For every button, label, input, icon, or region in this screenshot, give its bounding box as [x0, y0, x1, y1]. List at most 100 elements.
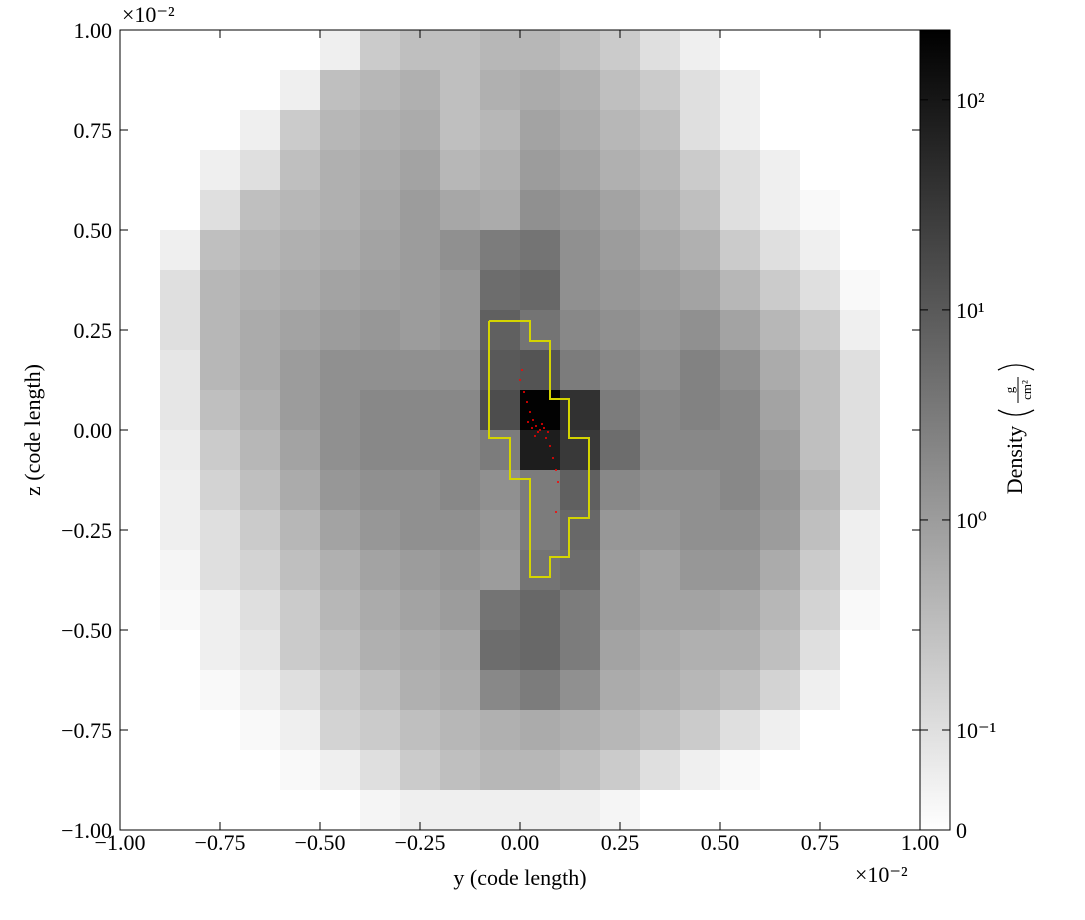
cell — [120, 390, 161, 431]
cell — [600, 510, 641, 551]
cell — [520, 150, 561, 191]
cell — [120, 670, 161, 711]
cell — [720, 350, 761, 391]
cell — [520, 350, 561, 391]
cell — [400, 270, 441, 311]
cell — [680, 550, 721, 591]
cell — [880, 630, 921, 671]
cell — [840, 550, 881, 591]
cell — [760, 430, 801, 471]
cell — [200, 230, 241, 271]
cell — [680, 430, 721, 471]
cell — [240, 430, 281, 471]
heatmap — [120, 30, 921, 831]
cell — [600, 590, 641, 631]
cell — [800, 110, 841, 151]
cell — [560, 30, 601, 71]
cell — [440, 230, 481, 271]
cell — [760, 670, 801, 711]
cell — [160, 350, 201, 391]
y-tick-label: 0.25 — [74, 318, 113, 343]
cell — [400, 190, 441, 231]
cell — [440, 270, 481, 311]
cell — [600, 270, 641, 311]
cell — [400, 510, 441, 551]
cell — [520, 670, 561, 711]
cell — [320, 390, 361, 431]
cell — [600, 150, 641, 191]
cell — [160, 550, 201, 591]
cell — [240, 310, 281, 351]
cell — [160, 310, 201, 351]
cell — [640, 190, 681, 231]
cell — [320, 430, 361, 471]
cell — [360, 550, 401, 591]
cell — [480, 790, 521, 831]
cell — [680, 750, 721, 791]
cell — [720, 30, 761, 71]
cell — [560, 670, 601, 711]
cell — [320, 350, 361, 391]
cell — [280, 390, 321, 431]
cell — [880, 270, 921, 311]
cell — [880, 790, 921, 831]
cell — [240, 510, 281, 551]
cell — [480, 110, 521, 151]
cell — [760, 270, 801, 311]
cell — [680, 510, 721, 551]
cell — [800, 630, 841, 671]
cell — [120, 350, 161, 391]
cell — [640, 590, 681, 631]
cell — [200, 110, 241, 151]
cell — [520, 110, 561, 151]
cell — [760, 470, 801, 511]
cell — [280, 550, 321, 591]
cell — [440, 150, 481, 191]
cell — [120, 750, 161, 791]
cell — [440, 110, 481, 151]
cell — [280, 110, 321, 151]
paren — [997, 364, 1035, 371]
cell — [880, 430, 921, 471]
cell — [200, 670, 241, 711]
cell — [200, 350, 241, 391]
cell — [240, 110, 281, 151]
cell — [720, 670, 761, 711]
cell — [840, 470, 881, 511]
cell — [760, 550, 801, 591]
x-tick-label: −0.50 — [295, 830, 346, 855]
cell — [760, 750, 801, 791]
cell — [880, 230, 921, 271]
cell — [560, 470, 601, 511]
cell — [560, 230, 601, 271]
colorbar-tick-label: 10⁰ — [956, 508, 987, 533]
cell — [600, 470, 641, 511]
cell — [720, 630, 761, 671]
cell — [560, 190, 601, 231]
y-tick-label: −0.50 — [61, 618, 112, 643]
cell — [520, 790, 561, 831]
cell — [520, 390, 561, 431]
cell — [560, 710, 601, 751]
cell — [840, 70, 881, 111]
cell — [600, 710, 641, 751]
cell — [720, 790, 761, 831]
cell — [840, 390, 881, 431]
cell — [800, 230, 841, 271]
cell — [440, 670, 481, 711]
cell — [640, 390, 681, 431]
cell — [200, 630, 241, 671]
cell — [480, 670, 521, 711]
cell — [320, 710, 361, 751]
cell — [320, 270, 361, 311]
cell — [800, 310, 841, 351]
x-axis-label: y (code length) — [453, 865, 586, 890]
cell — [200, 510, 241, 551]
cell — [160, 710, 201, 751]
cell — [240, 670, 281, 711]
colorbar-tick-label: 0 — [956, 818, 967, 843]
cell — [160, 510, 201, 551]
cell — [280, 270, 321, 311]
cell — [720, 110, 761, 151]
cell — [280, 710, 321, 751]
